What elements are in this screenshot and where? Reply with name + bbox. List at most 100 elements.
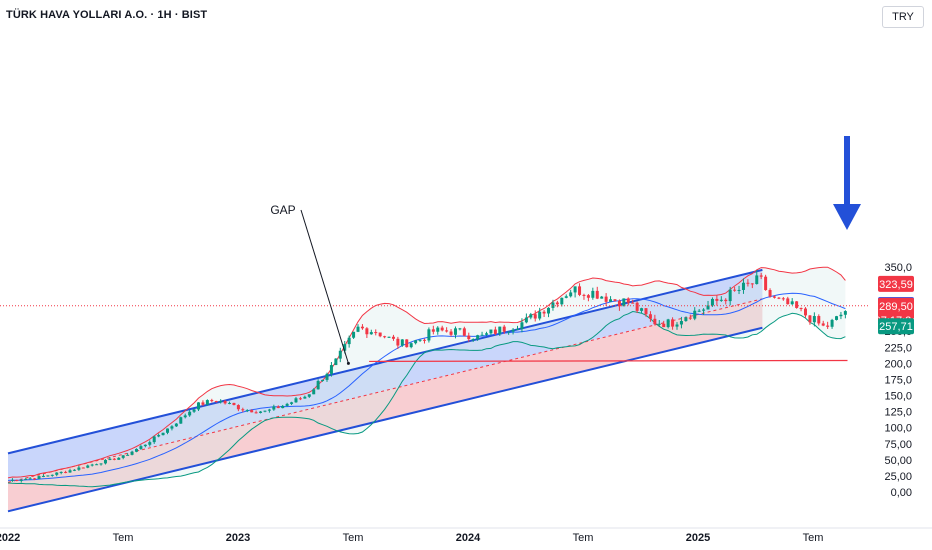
candle-body xyxy=(586,295,590,298)
candle-body xyxy=(471,339,475,341)
candle-body xyxy=(378,332,382,337)
candle-body xyxy=(803,308,807,316)
candle-body xyxy=(542,311,546,314)
candle-body xyxy=(493,329,497,334)
y-tick-label: 100,0 xyxy=(884,423,912,435)
candle-body xyxy=(343,344,347,351)
candle-body xyxy=(170,426,174,429)
candle-body xyxy=(77,467,81,470)
candle-body xyxy=(555,302,559,305)
candle-body xyxy=(223,401,227,404)
candle-body xyxy=(374,332,378,334)
candle-body xyxy=(183,415,187,418)
candle-body xyxy=(192,409,196,412)
candle-body xyxy=(281,405,285,409)
bollinger-upper-line xyxy=(7,266,846,479)
candle-body xyxy=(245,410,249,412)
candle-body xyxy=(108,458,112,460)
candle-body xyxy=(414,340,418,344)
candle-body xyxy=(64,471,68,473)
candle-body xyxy=(524,317,528,323)
candle-body xyxy=(569,292,573,297)
candle-body xyxy=(19,479,23,481)
x-tick-label: Tem xyxy=(573,532,594,544)
candle-body xyxy=(790,301,794,305)
candle-body xyxy=(250,410,254,413)
candle-body xyxy=(422,339,426,341)
y-tick-label: 350,0 xyxy=(884,262,912,274)
chart-title: TÜRK HAVA YOLLARI A.O. · 1H · BIST xyxy=(6,9,208,21)
candle-body xyxy=(516,328,520,330)
candle-body xyxy=(808,315,812,323)
x-tick-label: Tem xyxy=(113,532,134,544)
candle-body xyxy=(755,275,759,284)
candle-body xyxy=(321,379,325,381)
candle-body xyxy=(835,316,839,320)
candle-body xyxy=(241,409,245,411)
candle-body xyxy=(688,317,692,319)
candle-body xyxy=(267,409,271,411)
candle-body xyxy=(219,401,223,403)
upper-band-badge xyxy=(878,275,914,292)
candle-body xyxy=(622,298,626,307)
y-tick-label: 50,00 xyxy=(884,455,912,467)
candle-body xyxy=(560,297,564,305)
support-line[interactable] xyxy=(369,359,848,363)
candle-body xyxy=(626,298,630,303)
candle-body xyxy=(72,469,76,471)
candle-body xyxy=(360,326,364,329)
candle-body xyxy=(134,448,138,452)
candle-body xyxy=(440,327,444,331)
candle-body xyxy=(81,467,85,469)
candle-body xyxy=(103,459,107,464)
candle-body xyxy=(50,474,54,476)
candle-body xyxy=(201,402,205,405)
candle-body xyxy=(276,406,280,409)
candle-body xyxy=(843,311,847,315)
candle-body xyxy=(285,403,289,406)
candle-body xyxy=(383,336,387,338)
candle-body xyxy=(33,478,37,480)
candle-body xyxy=(28,478,32,480)
candle-body xyxy=(174,423,178,427)
candle-body xyxy=(662,323,666,328)
candle-body xyxy=(715,298,719,301)
currency-button[interactable]: TRY xyxy=(882,6,924,28)
candle-body xyxy=(68,470,72,473)
last-price-badge-label: 289,50 xyxy=(879,301,913,313)
candle-body xyxy=(489,329,493,334)
y-tick-label: 175,0 xyxy=(884,374,912,386)
candle-body xyxy=(338,350,342,359)
candle-body xyxy=(400,339,404,346)
candle-body xyxy=(786,298,790,305)
candle-body xyxy=(498,326,502,334)
candle-body xyxy=(445,330,449,332)
candle-body xyxy=(671,319,675,327)
candle-body xyxy=(427,329,431,341)
arrow-shaft xyxy=(844,136,850,206)
candle-body xyxy=(640,308,644,311)
candle-body xyxy=(462,328,466,336)
y-tick-label: 0,00 xyxy=(891,487,912,499)
candle-body xyxy=(795,301,799,308)
candle-body xyxy=(529,314,533,318)
bollinger-middle-line xyxy=(7,292,846,481)
candle-body xyxy=(657,323,661,325)
candle-body xyxy=(750,283,754,285)
candle-body xyxy=(210,400,214,402)
candle-body xyxy=(139,446,143,449)
candle-body xyxy=(55,472,59,475)
candle-body xyxy=(617,300,621,307)
candle-body xyxy=(728,289,732,302)
candle-body xyxy=(148,442,152,445)
candle-body xyxy=(764,276,768,291)
candle-body xyxy=(303,396,307,399)
candle-body xyxy=(507,331,511,333)
candle-body xyxy=(533,314,537,319)
candle-body xyxy=(839,314,843,317)
x-tick-label: 2023 xyxy=(226,532,250,544)
candle-body xyxy=(24,478,28,480)
candle-body xyxy=(759,275,763,277)
candle-body xyxy=(502,326,506,332)
